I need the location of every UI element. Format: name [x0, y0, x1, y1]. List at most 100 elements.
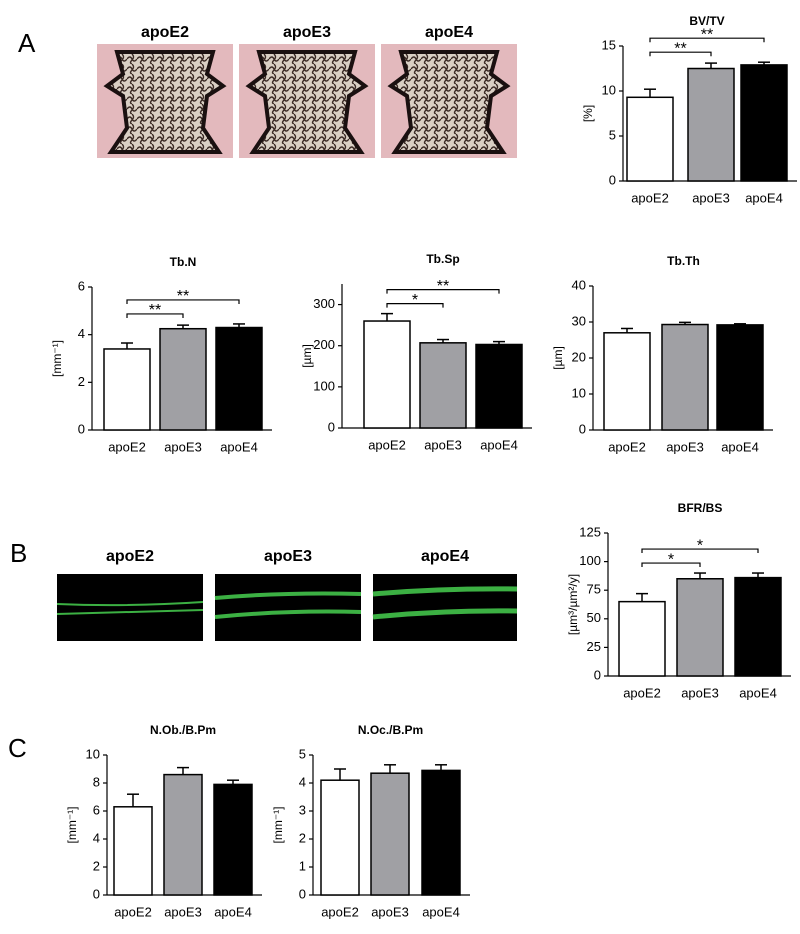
significance-bracket [126, 313, 184, 318]
x-tick-label: apoE3 [424, 437, 462, 452]
image-label: apoE3 [264, 548, 312, 565]
significance-bracket [126, 299, 240, 304]
bar [676, 578, 724, 677]
histology-images: apoE2 apoE3 apoE4 [97, 24, 517, 158]
bar [363, 320, 411, 429]
bar [215, 326, 263, 431]
y-axis-label: [µm³/µm²/y] [566, 574, 580, 635]
bar [370, 772, 410, 896]
significance-bracket [386, 303, 444, 308]
y-tick-label: 0 [594, 667, 601, 682]
x-tick-label: apoE4 [422, 904, 460, 919]
y-axis-label: [mm⁻¹] [271, 807, 285, 844]
x-tick-label: apoE4 [739, 685, 777, 700]
bar [475, 343, 523, 429]
x-tick-label: apoE2 [321, 904, 359, 919]
bar [163, 773, 203, 896]
y-tick-label: 2 [93, 858, 100, 873]
y-tick-label: 0 [78, 421, 85, 436]
bar [421, 769, 461, 896]
y-tick-label: 2 [299, 830, 306, 845]
bar [113, 806, 153, 896]
y-tick-label: 6 [93, 802, 100, 817]
y-tick-label: 30 [572, 313, 586, 328]
bar [213, 783, 253, 896]
y-tick-label: 10 [572, 385, 586, 400]
x-tick-label: apoE4 [220, 439, 258, 454]
y-tick-label: 1 [299, 858, 306, 873]
significance-bracket [386, 289, 500, 294]
y-tick-label: 10 [602, 82, 616, 97]
y-tick-label: 100 [313, 378, 335, 393]
significance-bracket [641, 548, 759, 554]
y-tick-label: 0 [299, 886, 306, 901]
bar [320, 779, 360, 896]
image-label: apoE2 [106, 548, 154, 565]
x-tick-label: apoE4 [480, 437, 518, 452]
panel-label: C [8, 733, 27, 763]
chart-title: BV/TV [689, 14, 724, 28]
x-tick-label: apoE3 [164, 439, 202, 454]
bar [661, 323, 709, 431]
bar [687, 67, 735, 182]
y-tick-label: 50 [587, 610, 601, 625]
bar [103, 348, 151, 431]
panel-label: A [18, 28, 36, 58]
x-tick-label: apoE2 [623, 685, 661, 700]
image-label: apoE2 [141, 24, 189, 41]
y-tick-label: 6 [78, 278, 85, 293]
bar-chart: Tb.Th [µm] 0 10 20 30 40 apoE2 apoE3 apoE4 [551, 254, 773, 454]
x-tick-label: apoE3 [692, 190, 730, 205]
bar [159, 327, 207, 431]
y-tick-label: 0 [579, 421, 586, 436]
significance-label: ** [177, 288, 189, 305]
x-tick-label: apoE3 [666, 439, 704, 454]
bar [618, 600, 666, 677]
significance-label: ** [149, 302, 161, 319]
chart-title: N.Ob./B.Pm [150, 723, 216, 737]
y-axis-label: [%] [581, 105, 595, 122]
significance-label: * [668, 551, 674, 568]
y-tick-label: 0 [93, 886, 100, 901]
y-tick-label: 15 [602, 37, 616, 52]
y-axis-label: [µm] [551, 346, 565, 370]
fluorescence-images: apoE2 apoE3 apoE4 [56, 548, 518, 641]
x-tick-label: apoE4 [721, 439, 759, 454]
y-tick-label: 4 [93, 830, 100, 845]
chart-title: Tb.Th [667, 254, 700, 268]
y-tick-label: 125 [579, 524, 601, 539]
y-tick-label: 5 [609, 127, 616, 142]
y-tick-label: 40 [572, 277, 586, 292]
y-axis-label: [mm⁻¹] [65, 807, 79, 844]
x-tick-label: apoE2 [608, 439, 646, 454]
significance-label: ** [674, 40, 686, 57]
y-tick-label: 10 [86, 746, 100, 761]
bar-chart: N.Oc./B.Pm [mm⁻¹] 0 1 2 3 4 5 apoE2 apoE3 apoE4 [271, 723, 470, 919]
bar [734, 576, 782, 677]
chart-title: BFR/BS [678, 501, 723, 515]
bar [716, 324, 764, 431]
y-tick-label: 0 [609, 172, 616, 187]
x-tick-label: apoE2 [631, 190, 669, 205]
significance-label: * [697, 537, 703, 554]
chart-title: Tb.N [170, 255, 197, 269]
x-tick-label: apoE4 [214, 904, 252, 919]
y-tick-label: 8 [93, 774, 100, 789]
y-tick-label: 20 [572, 349, 586, 364]
y-tick-label: 4 [78, 326, 85, 341]
bar-chart: BFR/BS [µm³/µm²/y] 0 25 50 75 100 125 apoE2 apoE3… [566, 501, 791, 700]
chart-title: N.Oc./B.Pm [358, 723, 423, 737]
bar-chart: BV/TV [%] 0 5 10 15 apoE2 apoE3 apoE4 ** ** [581, 14, 797, 205]
bar [626, 96, 674, 182]
significance-bracket [649, 51, 712, 57]
chart-title: Tb.Sp [426, 252, 459, 266]
image-label: apoE4 [425, 24, 473, 41]
y-tick-label: 75 [587, 582, 601, 597]
x-tick-label: apoE2 [108, 439, 146, 454]
significance-label: ** [701, 26, 713, 43]
x-tick-label: apoE3 [681, 685, 719, 700]
y-tick-label: 3 [299, 802, 306, 817]
y-tick-label: 0 [328, 419, 335, 434]
x-tick-label: apoE2 [368, 437, 406, 452]
